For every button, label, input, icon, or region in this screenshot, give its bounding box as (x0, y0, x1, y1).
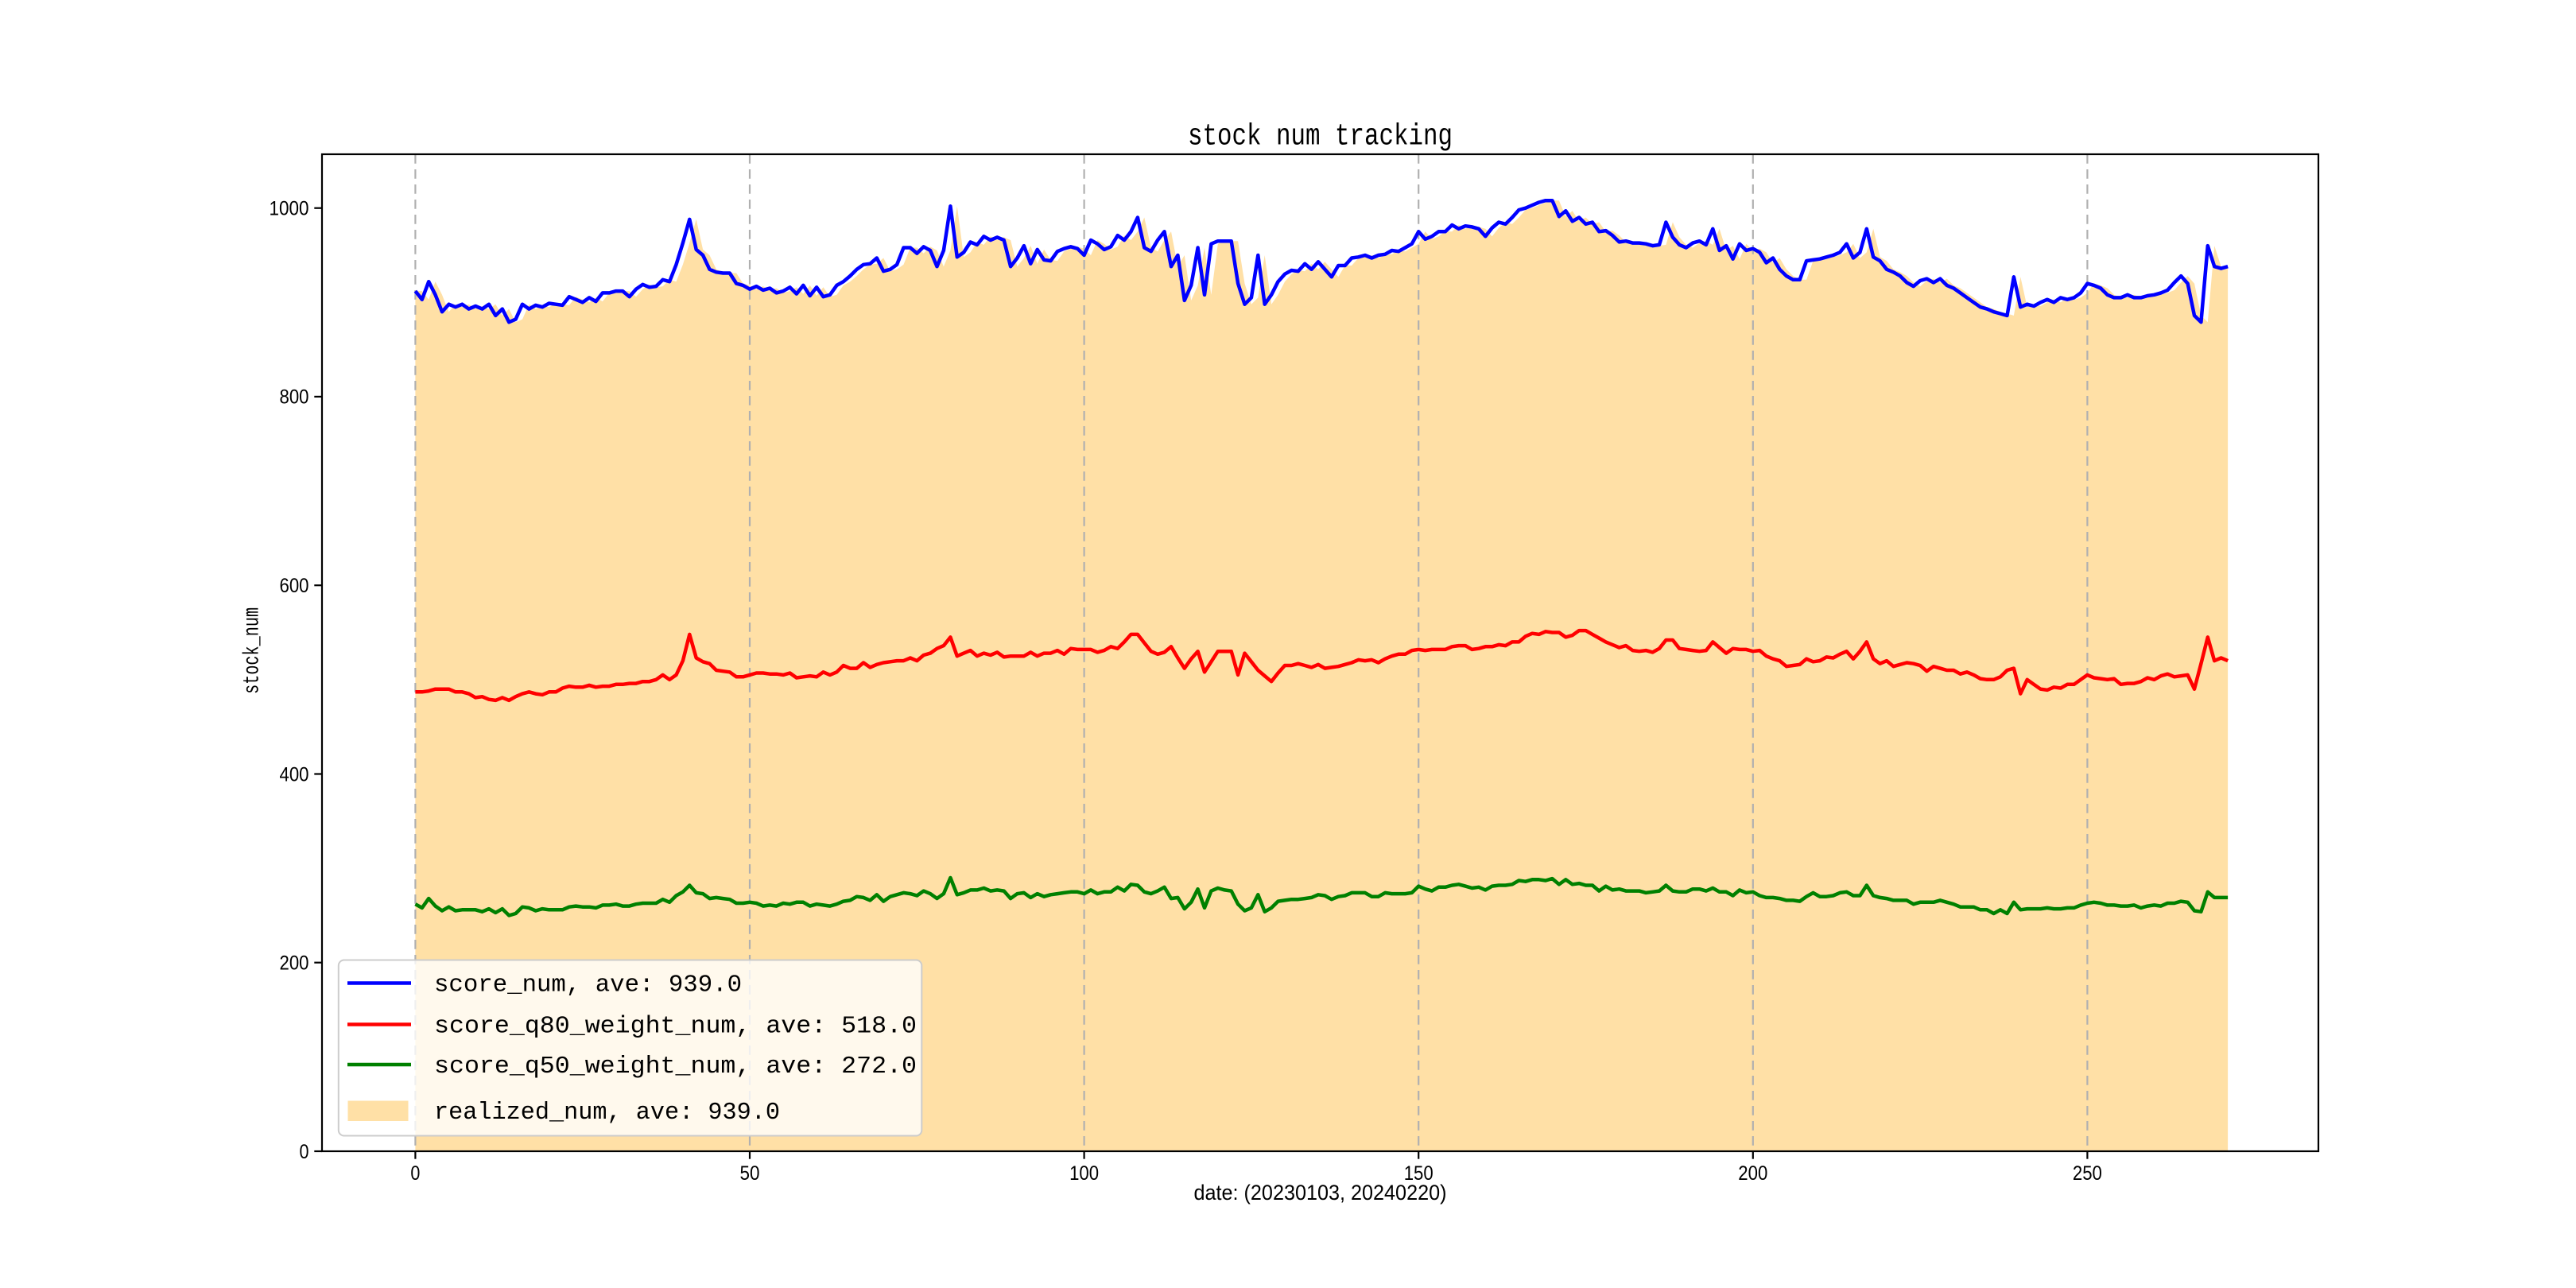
svg-text:score_q80_weight_num, ave: 518: score_q80_weight_num, ave: 518.0 (434, 1012, 917, 1040)
svg-text:1000: 1000 (270, 198, 309, 220)
svg-text:250: 250 (2073, 1162, 2102, 1185)
svg-text:score_num, ave: 939.0: score_num, ave: 939.0 (434, 971, 742, 999)
svg-text:0: 0 (410, 1162, 420, 1185)
svg-text:date: (20230103, 20240220): date: (20230103, 20240220) (1194, 1181, 1447, 1205)
svg-text:150: 150 (1404, 1162, 1433, 1185)
svg-text:100: 100 (1069, 1162, 1099, 1185)
svg-text:stock num tracking: stock num tracking (1188, 119, 1453, 153)
svg-text:score_q50_weight_num, ave: 272: score_q50_weight_num, ave: 272.0 (434, 1053, 917, 1080)
svg-text:realized_num, ave: 939.0: realized_num, ave: 939.0 (434, 1099, 780, 1127)
svg-text:400: 400 (280, 763, 309, 786)
svg-text:200: 200 (280, 952, 309, 975)
svg-text:600: 600 (280, 575, 309, 597)
svg-text:stock_num: stock_num (241, 607, 266, 694)
svg-text:200: 200 (1738, 1162, 1767, 1185)
svg-text:50: 50 (740, 1162, 760, 1185)
svg-text:800: 800 (280, 386, 309, 409)
svg-text:0: 0 (300, 1141, 309, 1163)
